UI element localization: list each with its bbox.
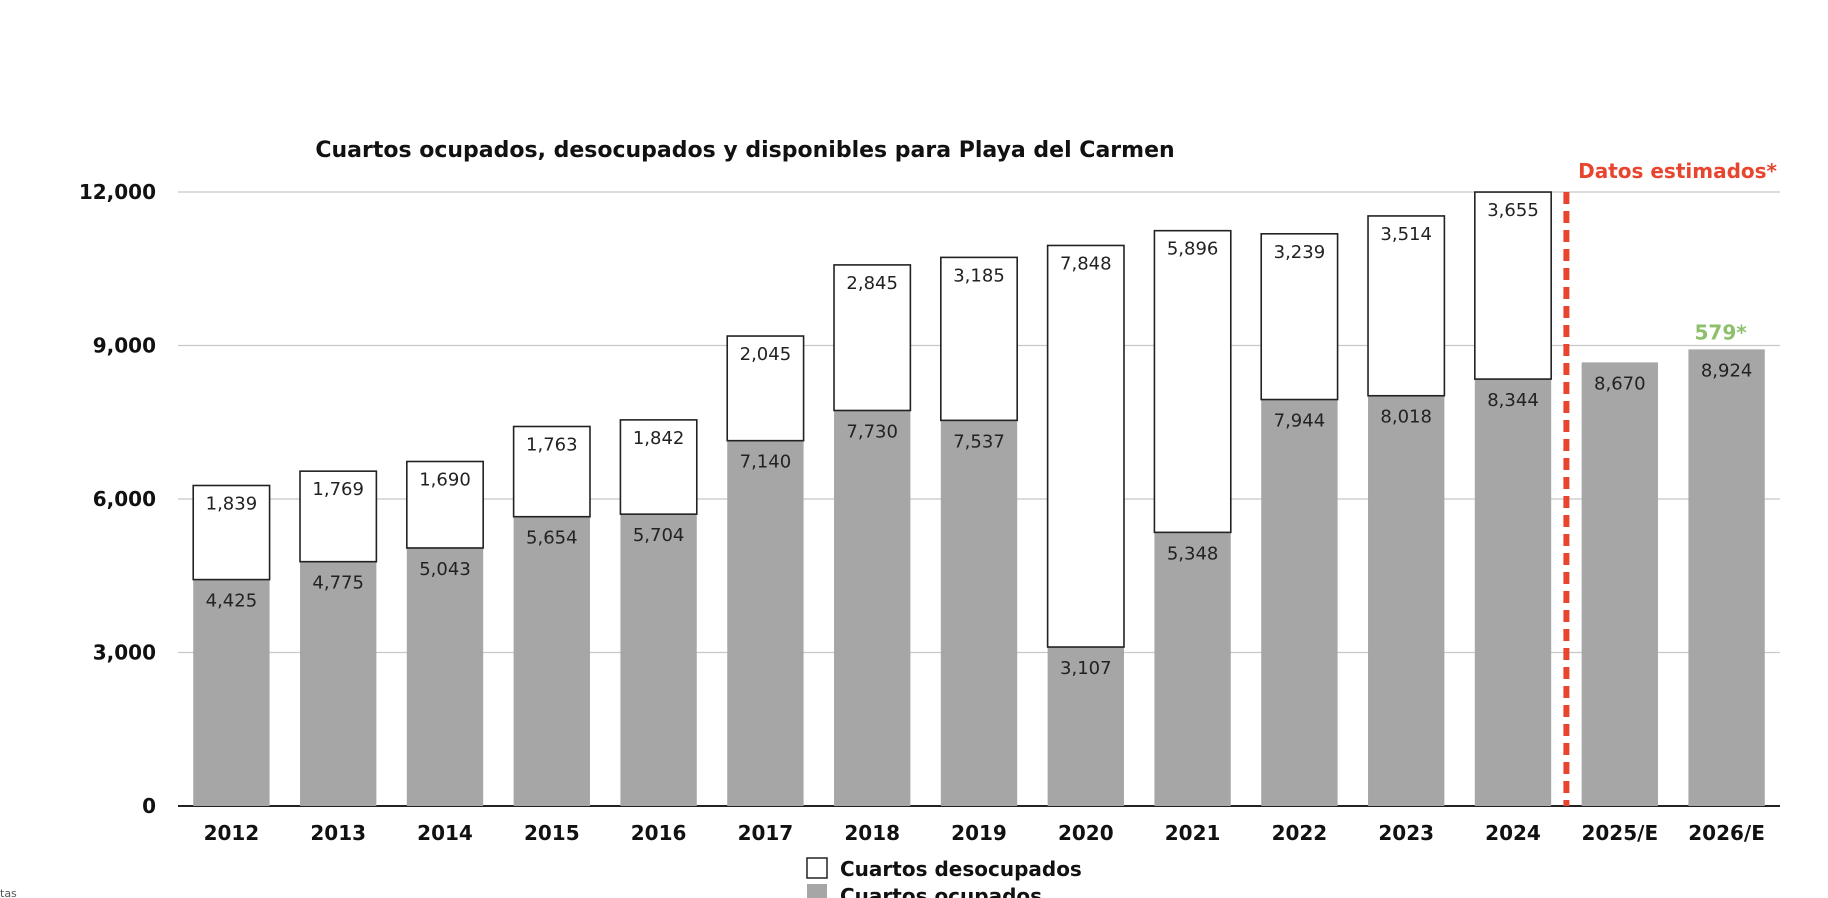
legend-swatch-occupied xyxy=(807,884,827,898)
bar-occupied xyxy=(300,561,377,806)
y-tick-label: 9,000 xyxy=(93,334,156,358)
value-label-unoccupied: 3,514 xyxy=(1380,224,1432,245)
value-label-unoccupied: 3,239 xyxy=(1274,242,1326,263)
value-label-unoccupied: 2,845 xyxy=(846,273,898,294)
x-tick-label: 2026/E xyxy=(1688,821,1765,845)
value-label-unoccupied: 1,690 xyxy=(419,469,471,490)
bar-occupied xyxy=(1474,379,1552,806)
x-tick-label: 2025/E xyxy=(1581,821,1658,845)
bar-occupied xyxy=(1047,647,1124,806)
estimated-data-note: Datos estimados* xyxy=(1578,159,1777,183)
bar-unoccupied xyxy=(1153,229,1232,534)
x-tick-label: 2014 xyxy=(417,821,473,845)
y-tick-label: 6,000 xyxy=(93,487,156,511)
bar-unoccupied xyxy=(619,419,698,515)
value-label-occupied: 7,944 xyxy=(1274,411,1326,432)
value-label-unoccupied: 5,896 xyxy=(1167,239,1219,260)
x-tick-label: 2023 xyxy=(1378,821,1434,845)
bar-unoccupied xyxy=(512,425,591,518)
x-tick-label: 2022 xyxy=(1272,821,1328,845)
bar-unoccupied xyxy=(299,470,378,563)
x-tick-label: 2024 xyxy=(1485,821,1541,845)
bar-unoccupied xyxy=(1474,191,1552,380)
bar-occupied xyxy=(620,514,697,806)
chart-title: Cuartos ocupados, desocupados y disponib… xyxy=(315,138,1174,163)
bar-unoccupied xyxy=(192,484,271,581)
y-axis: 0 3,000 6,000 9,000 12,000 xyxy=(79,180,156,818)
value-label-occupied: 8,344 xyxy=(1487,390,1539,411)
bars xyxy=(192,191,1765,806)
bar-occupied xyxy=(406,547,484,806)
bar-occupied xyxy=(940,420,1018,806)
y-tick-label: 0 xyxy=(142,794,156,818)
source-note: tas xyxy=(0,887,17,898)
bar-unoccupied xyxy=(1046,244,1125,648)
bar-unoccupied xyxy=(1260,233,1339,401)
x-tick-label: 2020 xyxy=(1058,821,1114,845)
value-label-unoccupied: 1,763 xyxy=(526,434,578,455)
value-label-occupied: 4,425 xyxy=(206,591,258,612)
bar-unoccupied xyxy=(726,335,805,442)
x-tick-label: 2015 xyxy=(524,821,580,845)
value-label-occupied: 8,018 xyxy=(1380,407,1432,428)
bar-occupied xyxy=(1581,362,1658,806)
x-tick-label: 2017 xyxy=(738,821,794,845)
bar-unoccupied xyxy=(833,264,912,412)
value-label-occupied: 7,537 xyxy=(953,431,1005,452)
bar-occupied xyxy=(727,440,804,806)
value-label-unoccupied: 1,842 xyxy=(633,428,685,449)
x-tick-label: 2019 xyxy=(951,821,1007,845)
delta-annotation: 579* xyxy=(1694,320,1747,344)
value-label-occupied: 8,670 xyxy=(1594,373,1646,394)
legend: Cuartos desocupados Cuartos ocupados xyxy=(806,857,1082,898)
value-label-unoccupied: 1,839 xyxy=(206,493,258,514)
value-labels: 4,425 1,839 4,775 1,769 5,043 1,690 5,654 1,763… xyxy=(206,200,1753,679)
legend-swatch-unoccupied xyxy=(806,857,828,879)
y-tick-label: 12,000 xyxy=(79,180,156,204)
legend-label-unoccupied: Cuartos desocupados xyxy=(840,857,1082,881)
bar-unoccupied xyxy=(406,460,484,549)
bar-occupied xyxy=(1261,399,1338,806)
legend-label-occupied: Cuartos ocupados xyxy=(840,884,1042,898)
value-label-occupied: 7,730 xyxy=(846,421,898,442)
bar-occupied xyxy=(193,579,270,806)
value-label-occupied: 5,043 xyxy=(419,559,471,580)
value-label-unoccupied: 2,045 xyxy=(740,344,792,365)
x-tick-label: 2016 xyxy=(631,821,687,845)
bar-unoccupied xyxy=(940,256,1018,422)
x-tick-label: 2013 xyxy=(310,821,366,845)
bar-unoccupied xyxy=(1367,215,1446,397)
value-label-occupied: 5,348 xyxy=(1167,543,1219,564)
value-label-occupied: 5,654 xyxy=(526,528,578,549)
value-label-occupied: 8,924 xyxy=(1701,360,1753,381)
x-axis: 2012 2013 2014 2015 2016 2017 2018 2019 2020 2021… xyxy=(204,821,1765,845)
value-label-occupied: 3,107 xyxy=(1060,658,1112,679)
value-label-occupied: 5,704 xyxy=(633,525,685,546)
bar-occupied xyxy=(834,410,911,806)
value-label-unoccupied: 7,848 xyxy=(1060,253,1112,274)
x-tick-label: 2018 xyxy=(844,821,900,845)
value-label-occupied: 4,775 xyxy=(312,573,364,594)
bar-occupied xyxy=(1154,532,1231,806)
x-tick-label: 2021 xyxy=(1165,821,1221,845)
bar-occupied xyxy=(1688,349,1765,806)
bar-occupied xyxy=(1368,395,1445,806)
value-label-unoccupied: 1,769 xyxy=(312,479,364,500)
y-tick-label: 3,000 xyxy=(93,641,156,665)
bar-occupied xyxy=(513,516,590,806)
value-label-occupied: 7,140 xyxy=(740,452,792,473)
value-label-unoccupied: 3,655 xyxy=(1487,200,1539,221)
x-tick-label: 2012 xyxy=(204,821,260,845)
value-label-unoccupied: 3,185 xyxy=(953,265,1005,286)
